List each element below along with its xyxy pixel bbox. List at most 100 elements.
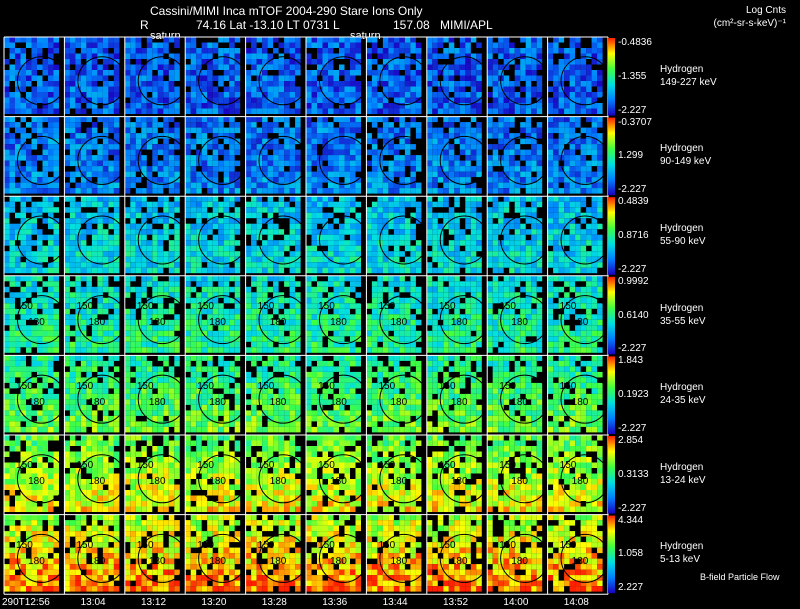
image-panel bbox=[64, 196, 127, 274]
energy-channel-label: Hydrogen 24-35 keV bbox=[660, 381, 706, 407]
species-name: Hydrogen bbox=[660, 302, 704, 314]
image-panel bbox=[245, 275, 308, 353]
species-name: Hydrogen bbox=[660, 143, 704, 155]
image-panel bbox=[124, 355, 187, 433]
image-panel bbox=[245, 37, 308, 114]
circle-label: 150 bbox=[318, 380, 335, 392]
image-panel bbox=[124, 435, 187, 512]
circle-label: 150 bbox=[257, 301, 275, 313]
circle-label: 180 bbox=[390, 396, 408, 408]
circle-label: 180 bbox=[209, 396, 226, 408]
image-panel bbox=[4, 196, 66, 274]
circle-label: 150 bbox=[378, 540, 396, 552]
circle-label: 150 bbox=[318, 460, 335, 472]
circle-label: 150 bbox=[318, 540, 335, 552]
circle-label: 150 bbox=[438, 301, 456, 313]
time-tick-label: 13:52 bbox=[443, 597, 469, 608]
image-panel bbox=[245, 355, 308, 433]
colorbar-mid: 0.1923 bbox=[618, 389, 649, 401]
image-panel bbox=[306, 275, 368, 353]
image-panel bbox=[426, 116, 489, 194]
image-panel bbox=[366, 275, 429, 353]
sun-circle bbox=[500, 533, 550, 583]
species-name: Hydrogen bbox=[660, 541, 704, 553]
circle-label: 150 bbox=[136, 380, 154, 392]
image-panel bbox=[4, 37, 66, 114]
image-panel bbox=[64, 37, 127, 114]
colorbar-max: 2.854 bbox=[618, 435, 644, 446]
r-label: R bbox=[140, 18, 149, 32]
time-tick-label: 13:20 bbox=[201, 597, 227, 608]
circle-label: 180 bbox=[450, 556, 468, 568]
circle-label: 150 bbox=[76, 460, 94, 472]
circle-label: 180 bbox=[390, 317, 408, 329]
circle-label: 180 bbox=[209, 476, 226, 488]
image-panel bbox=[487, 37, 550, 114]
image-panel bbox=[426, 514, 489, 592]
image-panel bbox=[64, 355, 127, 433]
colorbar bbox=[608, 515, 615, 594]
image-panel bbox=[306, 435, 368, 512]
species-name: Hydrogen bbox=[660, 382, 704, 394]
image-panel bbox=[366, 196, 429, 274]
circle-label: 180 bbox=[390, 476, 408, 488]
plot-title: Cassini/MIMI Inca mTOF 2004-290 Stare Io… bbox=[150, 4, 423, 18]
colorbar-max: -0.3707 bbox=[618, 116, 652, 128]
circle-label: 180 bbox=[148, 317, 166, 329]
image-panel bbox=[487, 514, 550, 592]
colorbar bbox=[608, 38, 615, 116]
circle-label: 150 bbox=[136, 301, 154, 313]
energy-range: 55-90 keV bbox=[660, 236, 706, 247]
circle-label: 180 bbox=[330, 396, 347, 408]
colorbar-max: 0.9992 bbox=[618, 275, 649, 287]
image-panel bbox=[124, 37, 187, 114]
circle-label: 180 bbox=[450, 476, 468, 488]
circle-label: 180 bbox=[511, 396, 528, 408]
image-panel bbox=[245, 435, 308, 512]
species-name: Hydrogen bbox=[660, 223, 704, 234]
image-panel bbox=[306, 355, 368, 433]
sun-circle bbox=[198, 215, 248, 265]
colorbar-mid: 0.6140 bbox=[618, 309, 649, 321]
colorbar-max: 1.843 bbox=[618, 355, 644, 367]
circle-label: 180 bbox=[571, 317, 589, 329]
circle-label: 150 bbox=[378, 460, 396, 472]
energy-channel-label: Hydrogen 13-24 keV bbox=[660, 461, 706, 487]
image-panel bbox=[64, 435, 127, 512]
image-panel bbox=[245, 514, 308, 592]
circle-label: 180 bbox=[88, 396, 106, 408]
circle-label: 150 bbox=[559, 380, 577, 392]
sun-circle bbox=[500, 374, 550, 424]
energy-range: 13-24 keV bbox=[660, 474, 706, 486]
colorbar bbox=[608, 276, 615, 355]
image-panel bbox=[426, 196, 489, 274]
circle-label: 180 bbox=[269, 396, 287, 408]
energy-range: 149-227 keV bbox=[660, 76, 717, 88]
colorbar-min: -2.227 bbox=[618, 343, 647, 355]
sun-circle bbox=[258, 215, 308, 265]
image-panel bbox=[306, 514, 368, 592]
image-panel bbox=[185, 355, 248, 433]
image-panel bbox=[487, 275, 550, 353]
circle-label: 150 bbox=[16, 301, 33, 313]
colorbar-min: -2.227 bbox=[618, 263, 647, 275]
colorbar bbox=[608, 436, 615, 514]
image-panel bbox=[366, 37, 429, 114]
image-panel bbox=[306, 196, 368, 274]
circle-label: 180 bbox=[209, 317, 226, 329]
image-panel bbox=[245, 196, 308, 274]
circle-label: 180 bbox=[330, 476, 347, 488]
colorbar-min: -2.227 bbox=[618, 423, 647, 434]
circle-label: 150 bbox=[197, 301, 214, 313]
circle-label: 150 bbox=[136, 460, 154, 472]
image-panel bbox=[547, 435, 610, 512]
colorbar-mid: 1.299 bbox=[618, 150, 644, 162]
image-panel bbox=[487, 196, 550, 274]
image-panel bbox=[547, 514, 610, 592]
image-panel bbox=[306, 116, 368, 194]
circle-label: 180 bbox=[88, 317, 106, 329]
circle-label: 180 bbox=[148, 396, 166, 408]
time-tick-label: 13:44 bbox=[382, 597, 408, 608]
image-panel bbox=[124, 116, 187, 194]
image-panel bbox=[547, 196, 610, 274]
